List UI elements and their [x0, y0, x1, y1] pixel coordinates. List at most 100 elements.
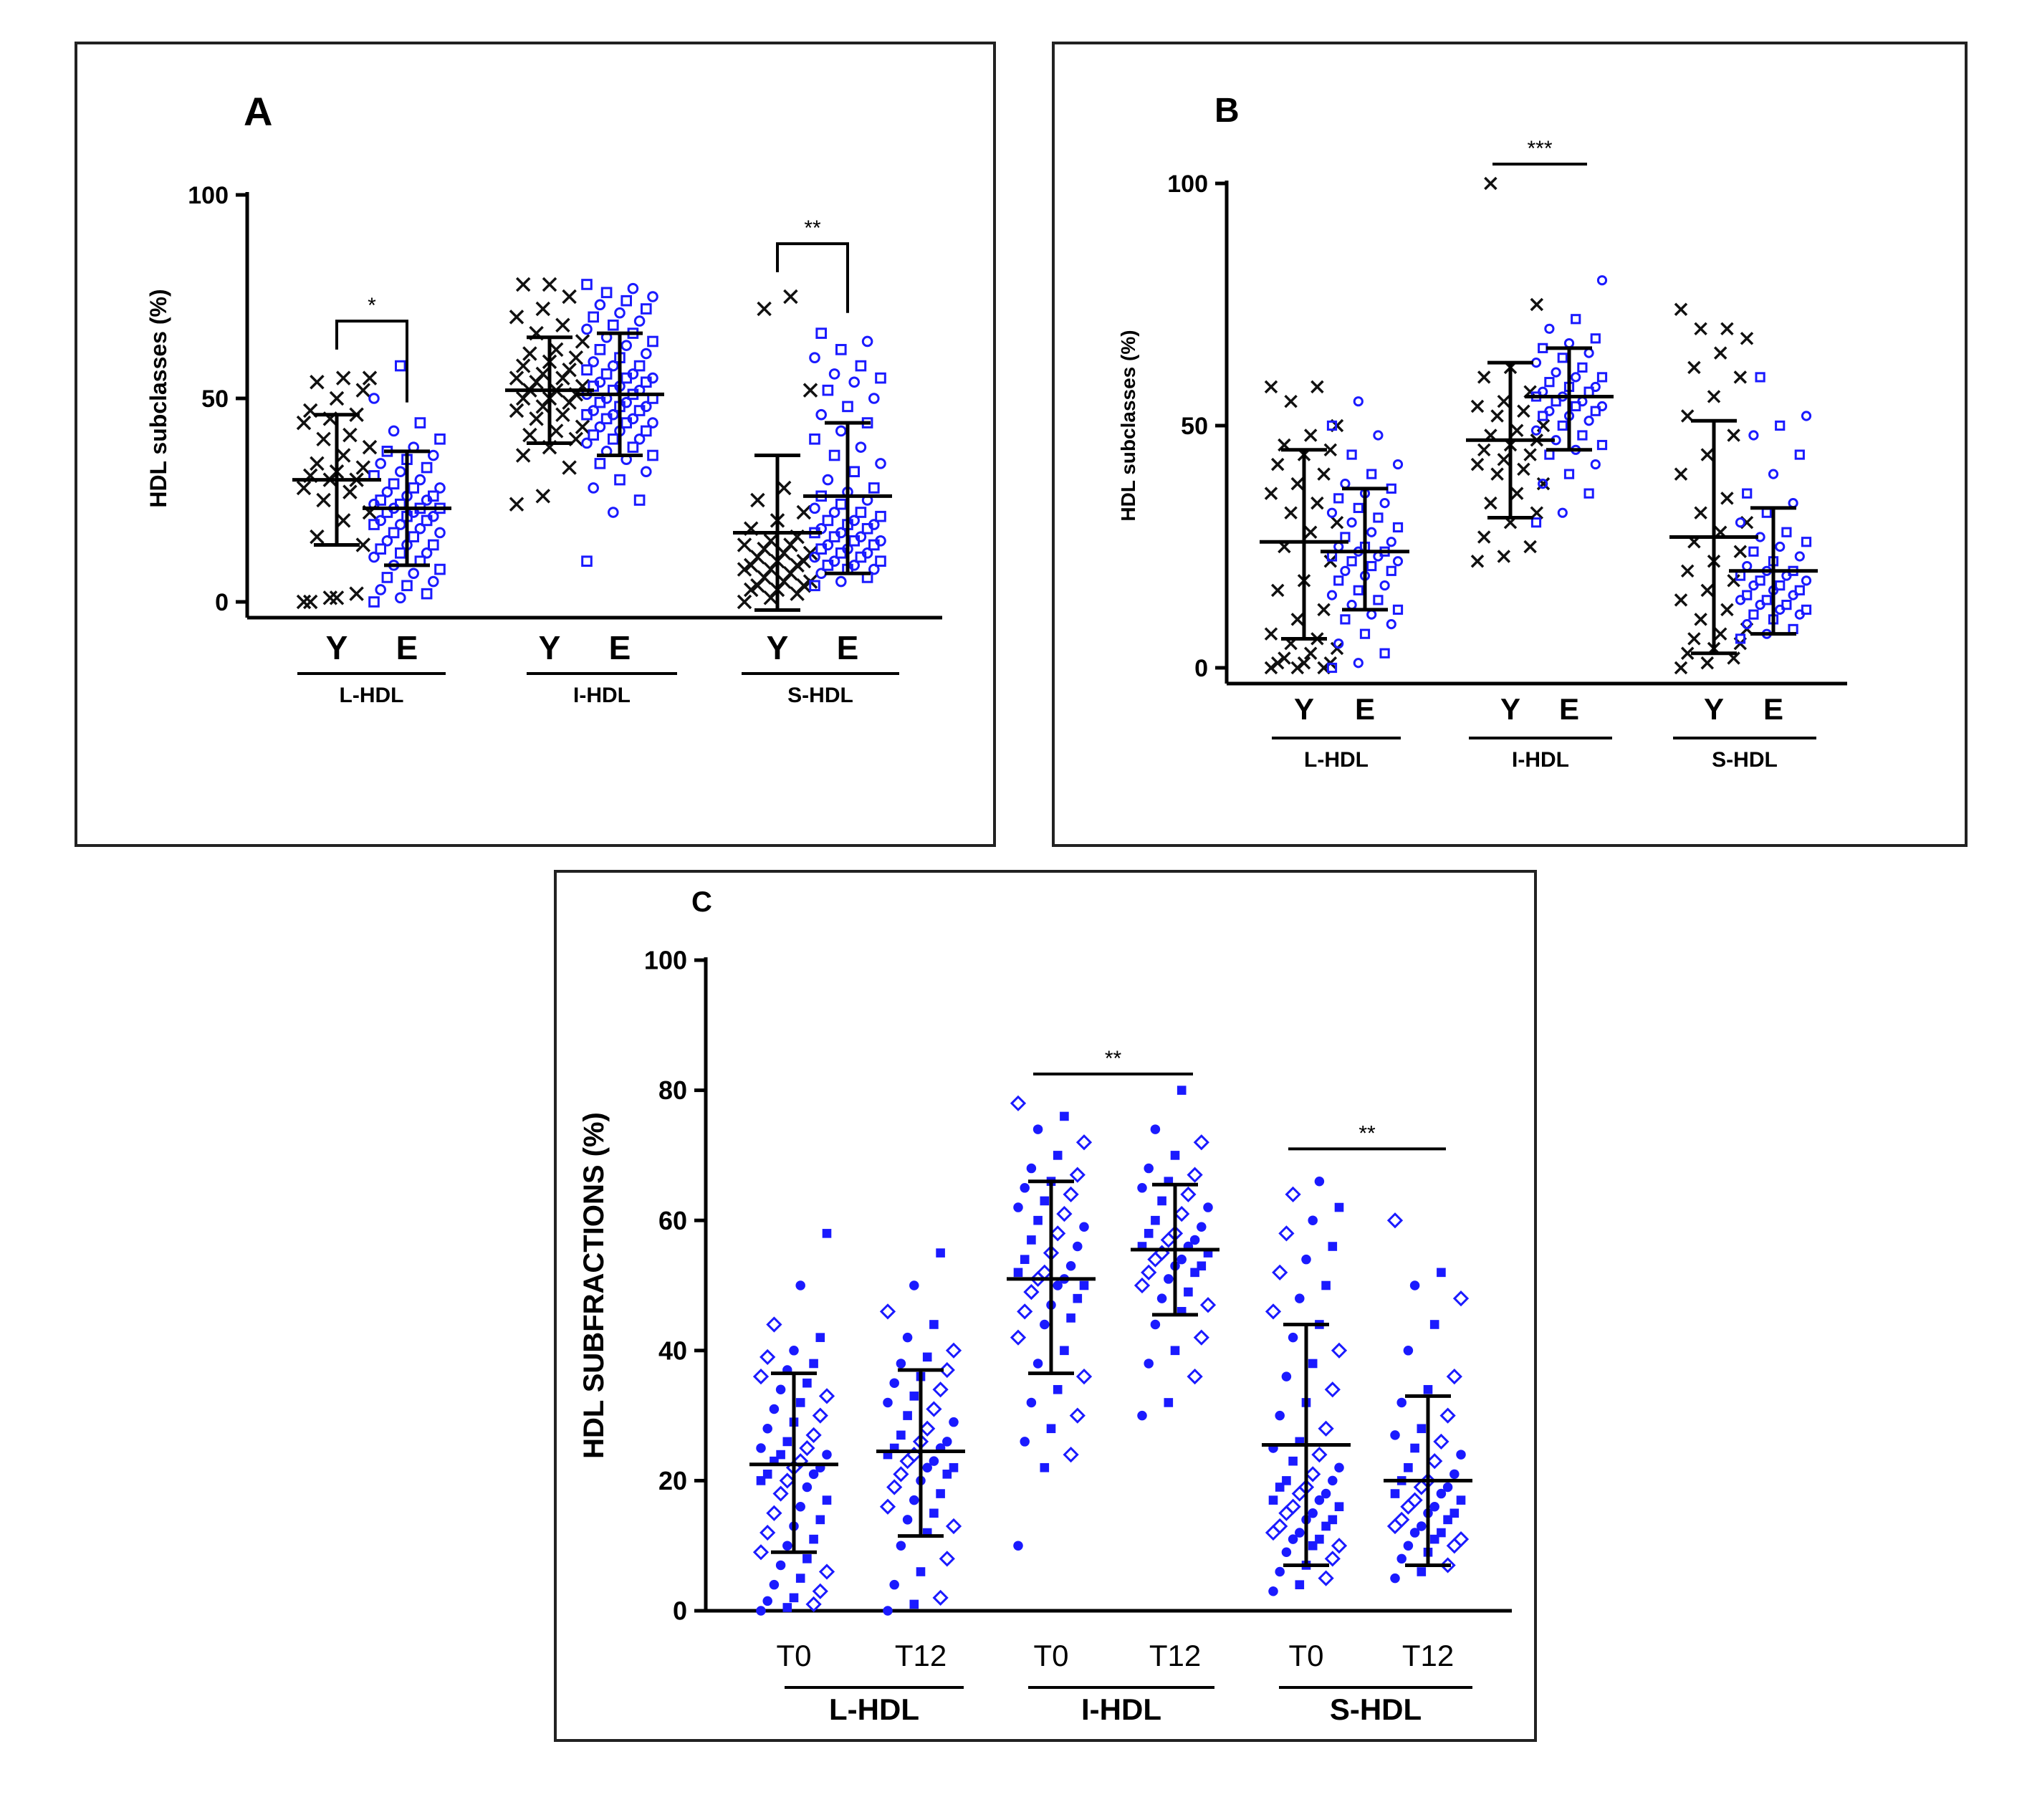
data-point: [1409, 1280, 1420, 1290]
group-label: S-HDL: [1712, 748, 1778, 772]
data-point: [1026, 1397, 1037, 1408]
data-point: [408, 531, 420, 542]
data-point: [1390, 1489, 1400, 1498]
data-point: [1700, 448, 1715, 461]
data-point: [542, 277, 557, 292]
data-point: [1291, 1485, 1308, 1502]
significance-label: **: [1105, 1047, 1122, 1071]
data-point: [414, 474, 426, 486]
data-point: [1794, 585, 1805, 595]
data-point: [1317, 467, 1331, 481]
data-point: [828, 368, 840, 380]
data-point: [822, 539, 834, 551]
data-point: [434, 527, 446, 539]
data-point: [381, 572, 393, 583]
data-point: [1577, 362, 1588, 373]
data-point: [1137, 1183, 1147, 1193]
data-point: [1017, 1303, 1033, 1320]
data-point: [1033, 1215, 1043, 1225]
data-point: [1544, 377, 1555, 388]
data-point: [555, 407, 570, 422]
data-point: [783, 289, 798, 305]
data-point: [1396, 1397, 1407, 1408]
data-point: [296, 594, 312, 610]
data-point: [896, 1430, 906, 1440]
data-point: [1164, 1274, 1174, 1284]
data-point: [1452, 1531, 1470, 1548]
data-point: [581, 364, 593, 376]
data-point: [932, 1589, 949, 1606]
data-point: [939, 1551, 955, 1567]
data-point: [310, 456, 325, 471]
data-point: [1334, 1202, 1344, 1212]
data-point: [1596, 275, 1608, 286]
group-label: S-HDL: [1330, 1692, 1422, 1726]
data-point: [899, 1453, 916, 1470]
data-point: [835, 527, 847, 539]
data-point: [949, 1462, 959, 1472]
data-point: [620, 294, 633, 307]
data-point: [1590, 333, 1601, 344]
data-point: [889, 1378, 899, 1388]
y-tick-label: 0: [1194, 655, 1208, 682]
data-point: [812, 1407, 828, 1424]
data-point: [1423, 1384, 1433, 1394]
data-point: [1544, 323, 1555, 334]
data-point: [1346, 517, 1357, 528]
data-point: [1333, 638, 1344, 649]
data-point: [414, 522, 426, 535]
data-point: [875, 372, 886, 384]
data-point: [1144, 1359, 1154, 1369]
data-point: [627, 282, 639, 294]
data-point: [509, 370, 524, 385]
data-point: [1272, 1264, 1288, 1280]
data-point: [1390, 1430, 1400, 1440]
data-point: [1060, 1111, 1069, 1121]
data-point: [522, 427, 537, 443]
data-point: [1282, 1476, 1291, 1485]
x-category-label: E: [396, 629, 418, 666]
data-point: [1694, 506, 1707, 519]
data-point: [1674, 593, 1688, 607]
data-point: [902, 1515, 913, 1525]
data-point: [535, 489, 551, 504]
data-point: [737, 562, 752, 577]
data-point: [1053, 1151, 1063, 1160]
data-point: [1321, 1488, 1331, 1499]
data-point: [942, 1437, 952, 1447]
data-point: [594, 458, 606, 469]
data-point: [1439, 1557, 1456, 1574]
data-point: [1359, 628, 1371, 639]
data-point: [1442, 1482, 1453, 1493]
data-point: [822, 1450, 832, 1460]
data-point: [633, 494, 646, 506]
data-point: [1748, 430, 1759, 441]
data-point: [1310, 496, 1324, 510]
data-point: [1733, 370, 1748, 384]
data-point: [1333, 575, 1344, 586]
data-point: [388, 478, 400, 490]
data-point: [815, 1515, 825, 1525]
significance-label: **: [1358, 1121, 1376, 1145]
data-point: [1417, 1521, 1427, 1531]
data-point: [434, 563, 446, 575]
data-point: [1417, 1567, 1427, 1576]
data-point: [322, 590, 338, 605]
data-point: [868, 393, 880, 404]
data-point: [594, 344, 606, 355]
data-point: [1674, 661, 1688, 675]
data-point: [1470, 457, 1485, 471]
data-point: [919, 1420, 936, 1437]
data-point: [805, 1596, 822, 1613]
data-point: [1311, 1446, 1328, 1463]
x-category-label: E: [609, 629, 631, 666]
data-point: [1740, 332, 1754, 345]
data-point: [1410, 1443, 1419, 1453]
data-point: [1346, 556, 1357, 567]
data-point: [1427, 1453, 1443, 1470]
data-point: [641, 425, 652, 437]
x-category-label: T12: [1402, 1639, 1454, 1672]
data-point: [1040, 1462, 1050, 1472]
data-point: [1353, 396, 1364, 407]
data-point: [1735, 633, 1746, 644]
